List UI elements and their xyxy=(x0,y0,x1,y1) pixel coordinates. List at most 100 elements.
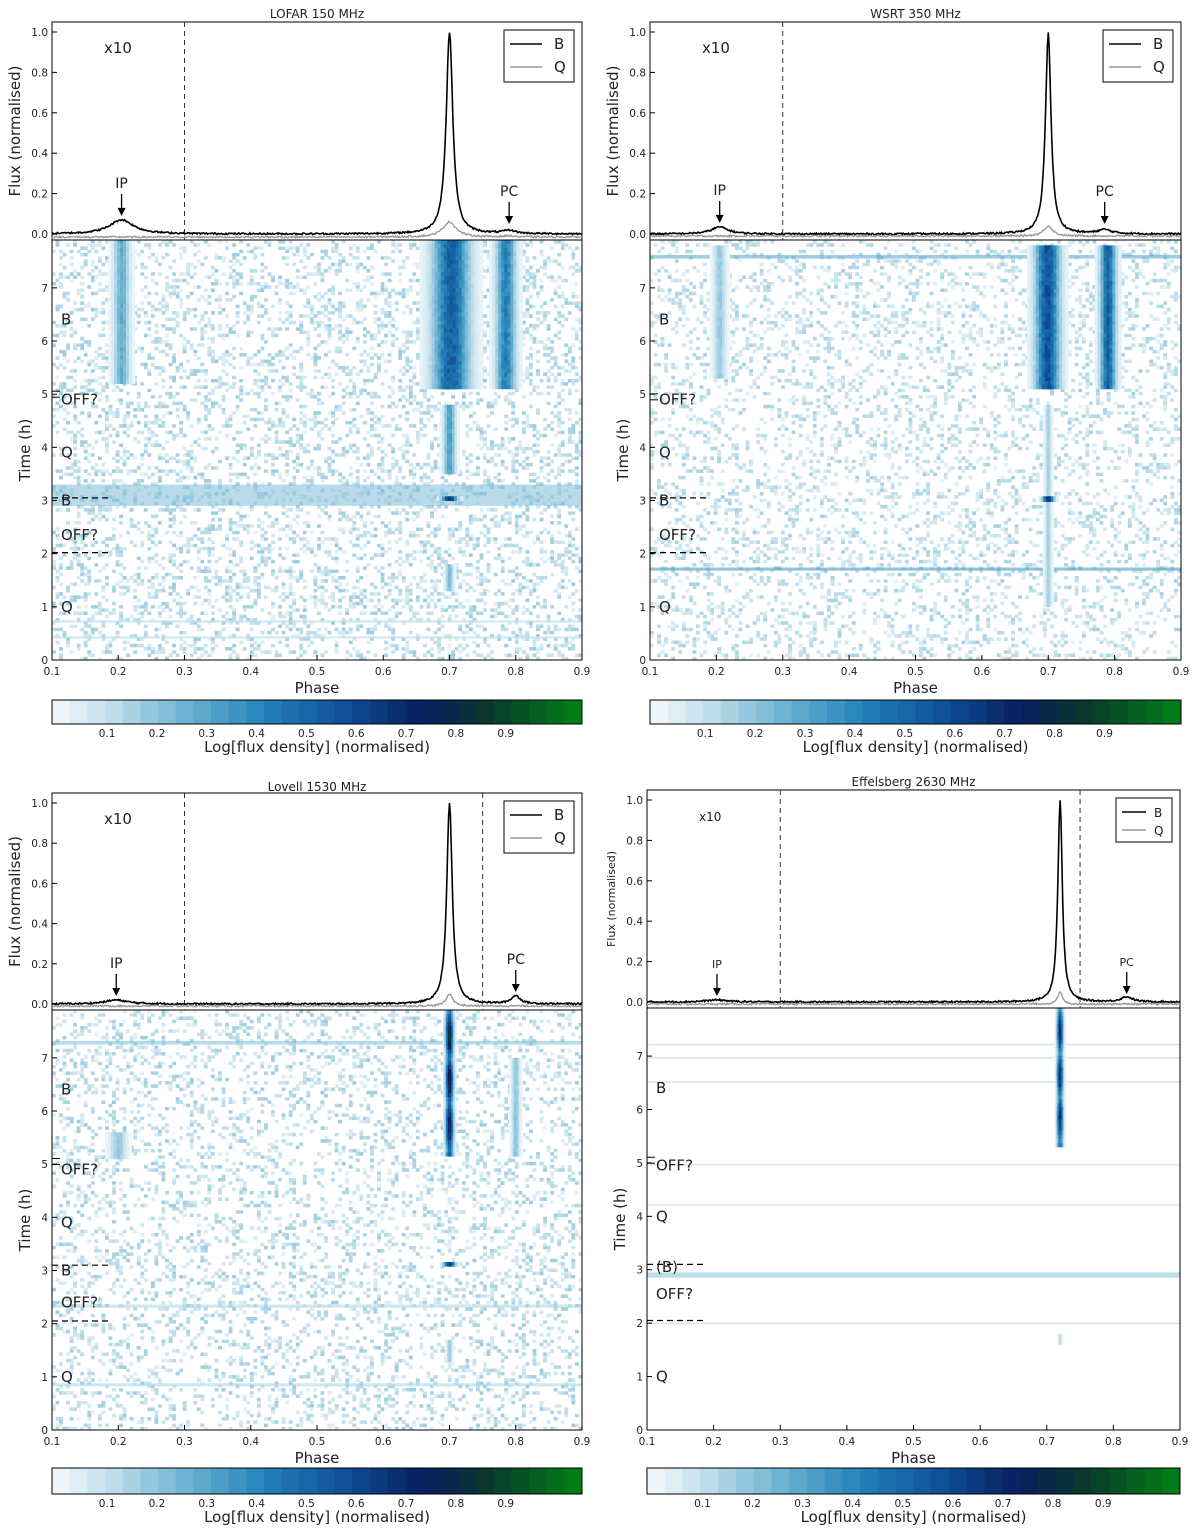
xtick-label: 0.1 xyxy=(639,1436,656,1448)
colorbar-cell xyxy=(69,1468,88,1494)
colorbar-cell xyxy=(647,1468,666,1494)
xtick-label: 0.1 xyxy=(44,666,61,678)
colorbar-cell xyxy=(1163,700,1182,724)
colorbar-cell xyxy=(105,700,124,724)
colorbar-frame xyxy=(649,699,1182,725)
colorbar-cell xyxy=(370,700,389,724)
colorbar-cell xyxy=(140,700,159,724)
heatmap xyxy=(647,1008,1180,1345)
colorbar-cell xyxy=(1127,700,1147,724)
colorbar-cell xyxy=(1002,1468,1021,1494)
cbar-tick: 0.6 xyxy=(946,728,963,740)
legend-text: B xyxy=(1153,35,1163,53)
ytick-label: 1 xyxy=(636,1372,643,1384)
cbar-tick: 0.9 xyxy=(1095,1498,1112,1510)
marker-arrowhead xyxy=(117,207,126,216)
profile-Q xyxy=(646,990,1181,1007)
cbar-tick: 0.5 xyxy=(894,1498,911,1510)
panel-title: Effelsberg 2630 MHz xyxy=(851,775,975,789)
profile-Q xyxy=(51,993,583,1009)
colorbar-cell xyxy=(844,700,863,724)
colorbar-cell xyxy=(984,1468,1003,1494)
xtick-label: 0.1 xyxy=(642,666,659,678)
legend xyxy=(1115,797,1173,843)
ytick-label: 5 xyxy=(41,389,48,401)
cbar-tick: 0.4 xyxy=(248,1498,265,1510)
legend-text: Q xyxy=(1153,58,1165,76)
scale-note: x10 xyxy=(104,810,132,828)
xtick-label: 0.4 xyxy=(841,666,858,678)
ytick-label: 7 xyxy=(639,283,646,295)
marker-arrowhead xyxy=(112,987,121,996)
ytick-label: 3 xyxy=(41,1266,48,1278)
mode-label: OFF? xyxy=(61,1293,98,1311)
profile-frame xyxy=(649,21,1182,241)
colorbar-cell xyxy=(966,1468,986,1494)
colorbar-cell xyxy=(140,1468,159,1494)
xtick-label: 0.7 xyxy=(441,1436,458,1448)
mode-label: OFF? xyxy=(61,526,98,544)
cbar-tick: 0.9 xyxy=(497,1498,514,1510)
colorbar-cell xyxy=(931,1468,950,1494)
colorbar-cell xyxy=(1145,700,1164,724)
top-ytick-label: 0.8 xyxy=(629,67,646,79)
cbar-label: Log[flux density] (normalised) xyxy=(204,1508,430,1526)
xtick-label: 0.3 xyxy=(774,666,791,678)
colorbar-cell xyxy=(476,700,495,724)
ytick-label: 1 xyxy=(639,602,646,614)
cbar-tick: 0.5 xyxy=(897,728,914,740)
colorbar-cell xyxy=(1004,700,1023,724)
panel-title: LOFAR 150 MHz xyxy=(270,7,364,21)
top-ytick-label: 0.0 xyxy=(31,229,48,241)
colorbar-cell xyxy=(281,700,300,724)
xtick-label: 0.8 xyxy=(507,666,524,678)
ytick-label: 6 xyxy=(41,1106,48,1118)
colorbar-cell xyxy=(546,700,565,724)
colorbar-cell xyxy=(246,700,265,724)
top-ytick-label: 0.0 xyxy=(626,997,643,1009)
colorbar-cell xyxy=(1073,1468,1092,1494)
colorbar-cell xyxy=(1108,1468,1128,1494)
colorbar-cell xyxy=(950,700,970,724)
colorbar-cell xyxy=(1126,1468,1145,1494)
profile-B xyxy=(51,32,583,236)
colorbar-cell xyxy=(211,700,230,724)
xtick-label: 0.5 xyxy=(309,1436,326,1448)
cbar-tick: 0.5 xyxy=(298,1498,315,1510)
ylabel: Time (h) xyxy=(16,1189,34,1253)
ylabel: Time (h) xyxy=(614,419,632,483)
colorbar-cell xyxy=(387,700,406,724)
profile-B xyxy=(51,802,583,1007)
xtick-label: 0.5 xyxy=(907,666,924,678)
xtick-label: 0.9 xyxy=(1173,666,1190,678)
xtick-label: 0.4 xyxy=(839,1436,856,1448)
colorbar-cell xyxy=(476,1468,495,1494)
cbar-tick: 0.1 xyxy=(99,1498,116,1510)
cbar-tick: 0.3 xyxy=(198,728,215,740)
ytick-label: 0 xyxy=(639,655,646,667)
mode-label: Q xyxy=(656,1207,668,1225)
colorbar-cell xyxy=(773,700,793,724)
colorbar-cell xyxy=(493,1468,512,1494)
mode-label: B xyxy=(61,1081,71,1099)
mode-label: Q xyxy=(61,444,73,462)
ytick-label: 6 xyxy=(636,1104,643,1116)
colorbar-cell xyxy=(175,1468,194,1494)
ytick-label: 2 xyxy=(41,549,48,561)
colorbar-cell xyxy=(493,700,512,724)
colorbar-cell xyxy=(458,700,477,724)
colorbar-cell xyxy=(228,700,247,724)
colorbar-cell xyxy=(1037,1468,1057,1494)
colorbar-cell xyxy=(949,1468,968,1494)
colorbar-cell xyxy=(546,1468,565,1494)
colorbar-cell xyxy=(718,1468,737,1494)
mode-label: OFF? xyxy=(656,1285,693,1303)
marker-arrowhead xyxy=(511,983,520,992)
top-ytick-label: 1.0 xyxy=(629,27,646,39)
profile-frame xyxy=(51,21,583,241)
cbar-tick: 0.7 xyxy=(996,728,1013,740)
marker-label: IP xyxy=(115,176,128,192)
profile-Q xyxy=(649,225,1182,239)
mode-label: OFF? xyxy=(659,526,696,544)
